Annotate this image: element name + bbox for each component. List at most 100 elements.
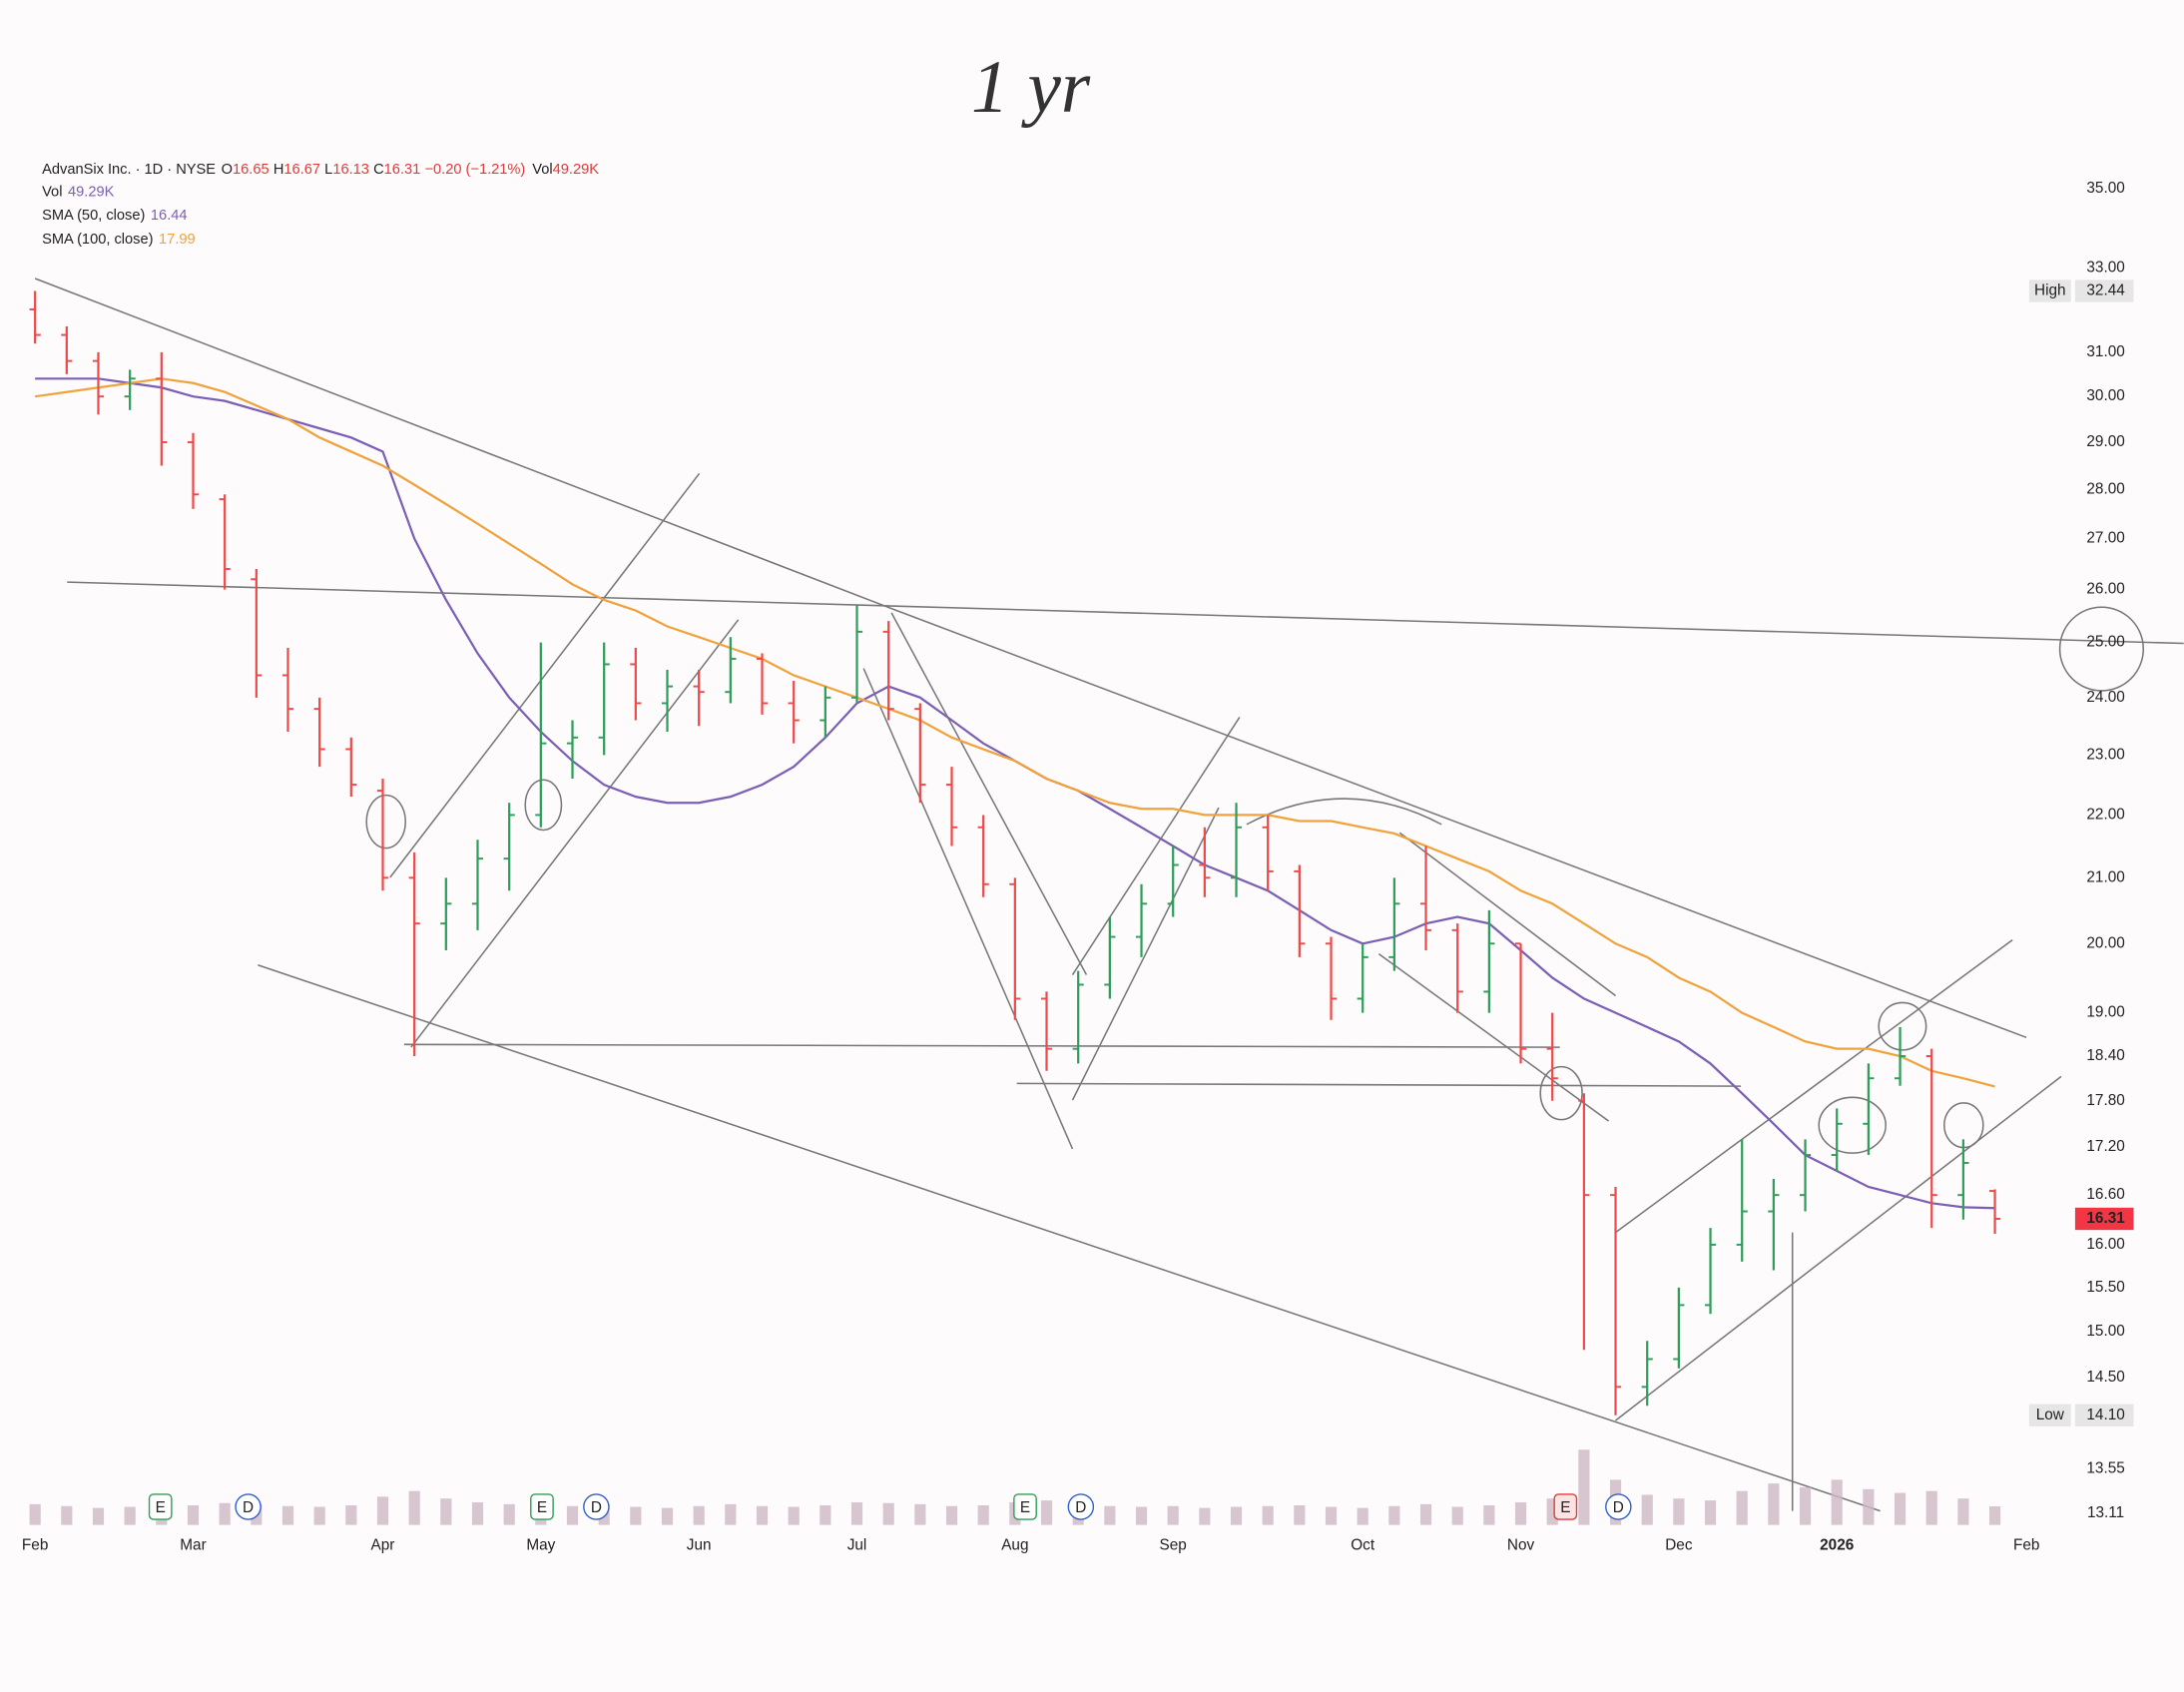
- event-badge: [1553, 1493, 1578, 1520]
- x-tick-label: Mar: [180, 1537, 206, 1554]
- volume-bar: [1483, 1505, 1495, 1525]
- volume-bar: [1894, 1492, 1907, 1525]
- volume-bar: [1199, 1507, 1211, 1525]
- event-label: D: [1613, 1499, 1624, 1516]
- ohlc-key: H: [273, 162, 284, 178]
- volume-bar: [1768, 1483, 1780, 1525]
- volume-bar: [756, 1505, 769, 1525]
- price-tag-bg: [2074, 1207, 2134, 1231]
- price-tag-label: 14.10: [2086, 1407, 2124, 1423]
- y-tick-label: 13.55: [2086, 1460, 2124, 1477]
- y-tick-label: 25.00: [2086, 634, 2124, 651]
- volume-bar: [1104, 1505, 1116, 1525]
- volume-bar: [661, 1507, 674, 1525]
- y-tick-label: 30.00: [2086, 387, 2124, 404]
- volume-bar: [566, 1505, 579, 1525]
- legend-entry: SMA (100, close) 17.99: [42, 232, 196, 248]
- volume-bar: [977, 1505, 989, 1525]
- volume-bar: [1546, 1498, 1558, 1525]
- event-badge: [235, 1493, 262, 1520]
- volume-bar: [1957, 1498, 1969, 1525]
- ohlc-value: 16.13: [332, 162, 369, 178]
- y-tick-label: 35.00: [2086, 180, 2124, 197]
- volume-bar: [92, 1507, 105, 1525]
- volume-bar: [376, 1496, 389, 1525]
- volume-bar: [725, 1503, 737, 1525]
- change: −0.20 (−1.21%): [424, 162, 525, 178]
- volume-bar: [788, 1506, 800, 1525]
- volume-bar: [1514, 1501, 1527, 1525]
- price-tag-label: 16.31: [2086, 1210, 2125, 1227]
- y-tick-label: 22.00: [2086, 806, 2124, 823]
- volume-bar: [850, 1501, 863, 1525]
- event-label: D: [591, 1499, 602, 1516]
- volume-bar: [345, 1505, 357, 1525]
- volume-bar: [471, 1501, 484, 1525]
- volume-bar: [1388, 1505, 1400, 1525]
- volume-bar: [882, 1502, 894, 1525]
- legend-ohlc: AdvanSix Inc. · 1D · NYSE O16.65 H16.67 L16…: [42, 162, 599, 178]
- volume-bar: [630, 1506, 642, 1525]
- volume-bar: [1736, 1490, 1748, 1525]
- price-tag-label: 32.44: [2086, 282, 2125, 299]
- event-label: E: [1560, 1499, 1570, 1516]
- y-tick-label: 19.00: [2086, 1004, 2124, 1021]
- volume-bar: [693, 1505, 705, 1525]
- price-tag-name-bg: [2028, 1404, 2071, 1426]
- event-badge: [1013, 1493, 1037, 1520]
- price-bars: [29, 290, 2001, 1415]
- y-tick-label: 23.00: [2086, 746, 2124, 763]
- vol-value: 49.29K: [553, 162, 600, 178]
- price-tag-bg: [2074, 1404, 2134, 1426]
- y-tick-label: 29.00: [2086, 433, 2124, 450]
- x-tick-label: 2026: [1820, 1537, 1854, 1554]
- event-badge: [583, 1493, 610, 1520]
- x-tick-label: Apr: [371, 1537, 395, 1554]
- volume-bar: [1863, 1488, 1875, 1525]
- volume-bar: [914, 1503, 926, 1525]
- volume-bar: [819, 1505, 831, 1525]
- ohlc-value: 16.31: [384, 162, 421, 178]
- volume-bar: [1704, 1500, 1717, 1525]
- event-badge: [148, 1493, 173, 1520]
- handwritten-note: 1 yr: [971, 46, 1091, 129]
- x-tick-label: Aug: [1001, 1537, 1028, 1554]
- volume-bar: [1641, 1494, 1653, 1525]
- volume-bar: [1988, 1506, 2001, 1525]
- volume-bar: [1673, 1498, 1685, 1525]
- hand-drawn-trendlines: [34, 278, 2184, 1512]
- y-tick-label: 16.60: [2086, 1186, 2124, 1203]
- volume-bar: [281, 1505, 294, 1525]
- vol-value: 49.29K: [68, 184, 115, 200]
- volume-bar: [124, 1506, 136, 1525]
- event-badge: [1067, 1493, 1095, 1520]
- event-label: D: [243, 1499, 254, 1516]
- x-tick-label: Jul: [847, 1537, 867, 1554]
- vol-key: Vol: [42, 184, 62, 200]
- ohlc-key: O: [222, 162, 233, 178]
- legend-name: SMA (100, close): [42, 232, 153, 248]
- y-tick-label: 31.00: [2086, 343, 2124, 360]
- volume-bar: [219, 1502, 231, 1525]
- y-tick-label: 13.11: [2087, 1504, 2124, 1521]
- y-tick-label: 24.00: [2086, 689, 2124, 706]
- x-tick-label: Feb: [22, 1537, 48, 1554]
- price-tag-name: Low: [2036, 1407, 2065, 1423]
- legend-volume: Vol 49.29K: [42, 184, 115, 200]
- volume-bar: [503, 1503, 515, 1525]
- volume-bar: [1831, 1479, 1843, 1525]
- x-tick-label: May: [526, 1537, 555, 1554]
- volume-bar: [1419, 1503, 1432, 1525]
- ohlc-key: C: [373, 162, 384, 178]
- event-label: D: [1075, 1499, 1086, 1516]
- volume-bar: [1325, 1506, 1338, 1525]
- volume-bar: [1262, 1505, 1274, 1525]
- y-tick-label: 17.80: [2086, 1092, 2124, 1109]
- event-label: E: [156, 1499, 166, 1516]
- volume-bar: [1925, 1490, 1937, 1525]
- legend-name: SMA (50, close): [42, 208, 145, 224]
- volume-bar: [1294, 1505, 1306, 1525]
- y-tick-label: 20.00: [2086, 934, 2124, 951]
